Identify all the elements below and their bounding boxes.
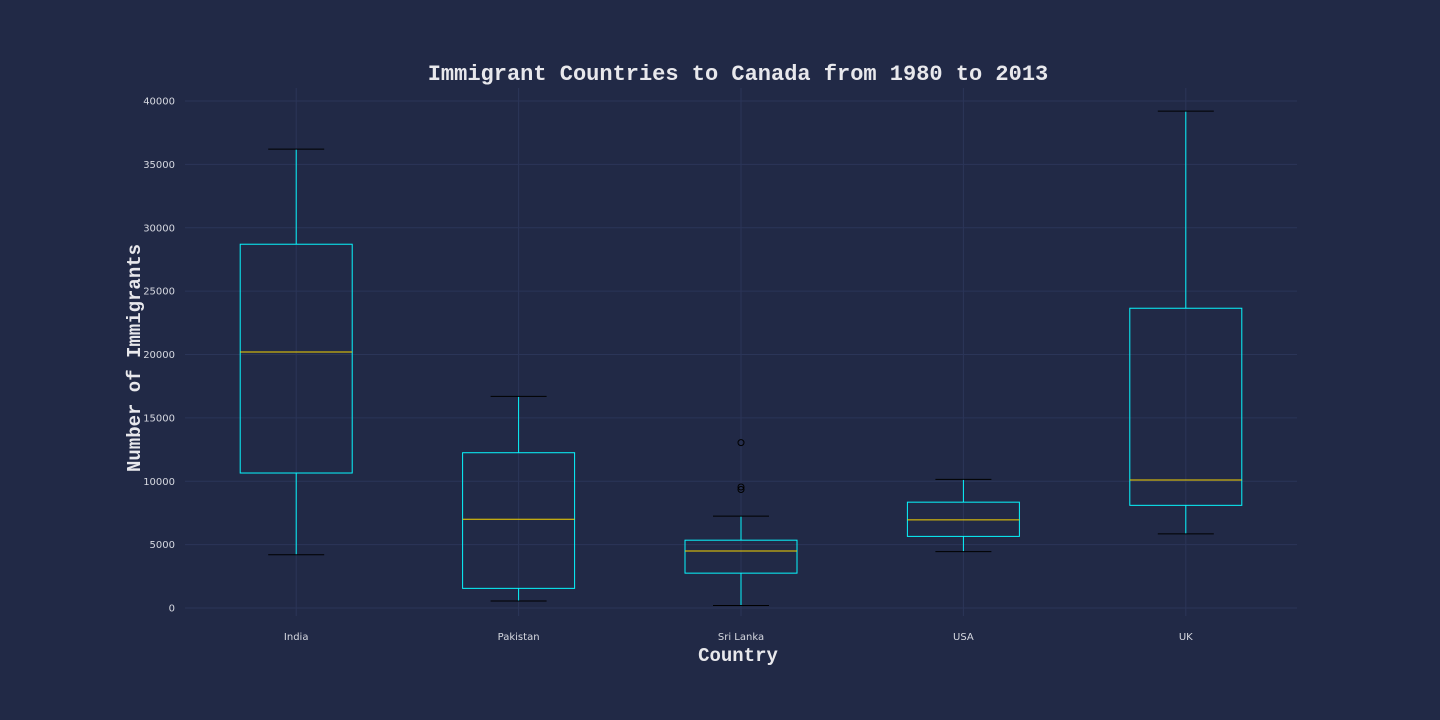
x-tick-label: USA: [953, 632, 974, 643]
box-usa: [906, 478, 1020, 553]
outlier-point: [737, 485, 745, 493]
chart-title: Immigrant Countries to Canada from 1980 …: [428, 62, 1049, 87]
iqr-box: [1129, 307, 1243, 506]
x-tick-label: UK: [1179, 632, 1193, 643]
box-uk: [1129, 110, 1243, 535]
iqr-box: [239, 243, 353, 474]
y-tick-label: 5000: [150, 540, 175, 551]
iqr-box: [462, 452, 576, 589]
outlier-point: [737, 439, 745, 447]
y-tick-label: 0: [169, 604, 175, 615]
x-axis-ticks: India Pakistan Sri Lanka USA UK: [284, 632, 1193, 643]
x-axis-label: Country: [698, 645, 778, 667]
y-axis-label: Number of Immigrants: [124, 244, 146, 472]
x-tick-label: Pakistan: [498, 632, 540, 643]
y-tick-label: 30000: [143, 223, 175, 234]
y-tick-label: 10000: [143, 477, 175, 488]
outlier-point: [737, 483, 745, 491]
y-tick-label: 35000: [143, 160, 175, 171]
y-tick-label: 15000: [143, 413, 175, 424]
y-axis-ticks: 0 5000 10000 15000 20000 25000 30000 35000 40000: [143, 97, 175, 615]
y-tick-label: 40000: [143, 97, 175, 108]
boxes: [239, 110, 1243, 606]
x-tick-label: India: [284, 632, 309, 643]
y-tick-label: 25000: [143, 287, 175, 298]
x-tick-label: Sri Lanka: [718, 632, 764, 643]
box-pakistan: [462, 395, 576, 602]
iqr-box: [684, 539, 798, 574]
box-india: [239, 148, 353, 556]
iqr-box: [906, 501, 1020, 537]
box-sri-lanka: [684, 439, 798, 606]
y-tick-label: 20000: [143, 350, 175, 361]
